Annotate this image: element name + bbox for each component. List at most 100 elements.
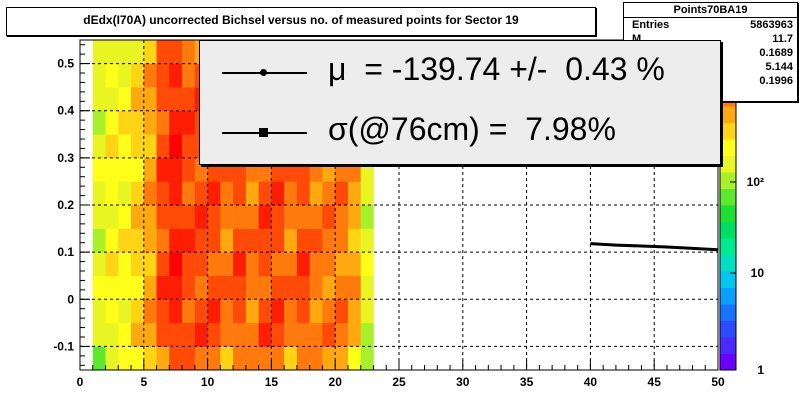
heat-cell <box>309 252 323 277</box>
heat-cell <box>360 275 374 300</box>
heat-cell <box>92 134 106 159</box>
y-tick-label: 0.2 <box>57 198 74 212</box>
heat-cell <box>309 299 323 324</box>
heat-cell <box>335 181 349 206</box>
x-tick-label: 0 <box>77 375 84 389</box>
heat-cell <box>194 205 208 229</box>
heat-cell <box>182 299 196 324</box>
heat-cell <box>360 228 374 253</box>
stats-name: Points70BA19 <box>624 3 797 18</box>
heat-cell <box>169 87 183 112</box>
stats-value: 5.144 <box>765 61 793 73</box>
heat-cell <box>92 299 106 324</box>
heat-cell <box>118 275 132 300</box>
heat-cell <box>182 87 196 112</box>
heat-cell <box>322 275 336 300</box>
heat-cell <box>105 63 119 88</box>
heat-cell <box>296 205 310 229</box>
heat-cell <box>118 299 132 324</box>
heat-cell <box>233 275 247 300</box>
heat-cell <box>131 40 145 64</box>
stats-row-entries: Entries 5863963 <box>624 18 797 32</box>
heat-cell <box>194 181 208 206</box>
color-scale-segment <box>720 188 736 206</box>
heat-cell <box>360 322 374 347</box>
color-scale-segment <box>720 106 736 123</box>
heat-cell <box>220 322 234 347</box>
heat-cell <box>258 252 272 277</box>
chart-title: dEdx(I70A) uncorrected Bichsel versus no… <box>83 13 519 27</box>
heat-cell <box>92 181 106 206</box>
heat-cell <box>245 205 259 229</box>
heat-cell <box>105 275 119 300</box>
heat-cell <box>207 252 221 277</box>
heat-cell <box>92 157 106 182</box>
y-tick-label: 0.5 <box>57 57 74 71</box>
heat-cell <box>271 299 285 324</box>
heat-cell <box>156 346 170 371</box>
heat-cell <box>182 110 196 135</box>
heat-cell <box>347 181 362 206</box>
heat-cell <box>182 205 196 229</box>
heat-cell <box>194 299 208 324</box>
heat-cell <box>271 322 285 347</box>
heat-cell <box>335 299 349 324</box>
heat-cell <box>92 205 106 229</box>
legend-sigma-text: σ(@76cm) = 7.98% <box>328 111 616 147</box>
heat-cell <box>245 228 259 253</box>
heat-cell <box>118 228 132 253</box>
heat-cell <box>284 205 298 229</box>
heat-cell <box>271 252 285 277</box>
heat-cell <box>182 134 196 159</box>
color-scale-segment <box>720 172 736 189</box>
heat-cell <box>131 205 145 229</box>
heat-cell <box>131 346 145 371</box>
heat-cell <box>258 275 272 300</box>
heat-cell <box>143 299 157 324</box>
x-tick-label: 30 <box>456 375 470 389</box>
heat-cell <box>143 346 157 371</box>
heat-cell <box>284 275 298 300</box>
heat-cell <box>207 228 221 253</box>
heat-cell <box>169 181 183 206</box>
heat-cell <box>271 205 285 229</box>
heat-cell <box>105 181 119 206</box>
heat-cell <box>220 299 234 324</box>
heat-cell <box>194 322 208 347</box>
heat-cell <box>169 252 183 277</box>
heat-cell <box>322 346 336 371</box>
heat-cell <box>207 322 221 347</box>
heat-cell <box>220 275 234 300</box>
heat-cell <box>335 275 349 300</box>
color-scale-segment <box>720 238 736 255</box>
x-tick-label: 15 <box>265 375 279 389</box>
heat-cell <box>156 157 170 182</box>
heat-cell <box>105 252 119 277</box>
heat-cell <box>207 275 221 300</box>
heat-cell <box>105 299 119 324</box>
heat-cell <box>169 63 183 88</box>
chart-title-box: dEdx(I70A) uncorrected Bichsel versus no… <box>6 7 596 36</box>
heat-cell <box>118 181 132 206</box>
heat-cell <box>182 346 196 371</box>
heat-cell <box>258 299 272 324</box>
heat-cell <box>92 63 106 88</box>
heat-cell <box>143 157 157 182</box>
heat-cell <box>105 110 119 135</box>
heat-cell <box>118 322 132 347</box>
heat-cell <box>309 205 323 229</box>
heat-cell <box>105 228 119 253</box>
stats-row-mean: M 11.7 <box>624 32 797 46</box>
heat-cell <box>194 252 208 277</box>
heat-cell <box>118 40 132 64</box>
y-tick-label: 0 <box>67 292 74 306</box>
heat-cell <box>322 252 336 277</box>
stats-label: Entries <box>632 19 670 31</box>
heat-cell <box>143 110 157 135</box>
heat-cell <box>156 134 170 159</box>
heat-cell <box>347 346 362 371</box>
heat-cell <box>245 322 259 347</box>
heat-cell <box>105 87 119 112</box>
heat-cell <box>182 228 196 253</box>
heat-cell <box>143 134 157 159</box>
